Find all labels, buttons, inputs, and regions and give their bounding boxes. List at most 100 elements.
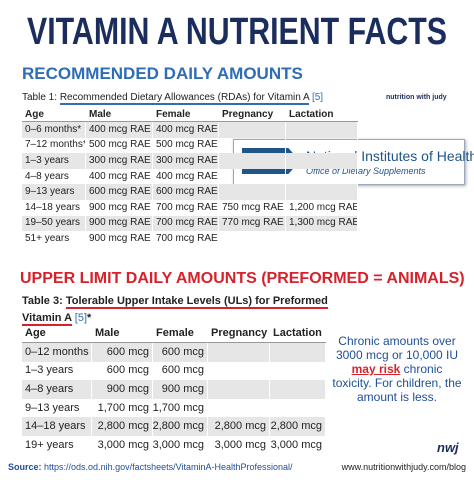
title-svg: VITAMIN A NUTRIENT FACTS xyxy=(27,11,447,53)
table-cell: 400 mcg RAE xyxy=(153,122,219,138)
table-cell xyxy=(286,153,358,169)
table-cell: 3,000 mcg xyxy=(92,436,153,455)
caption-ref[interactable]: [5] xyxy=(74,312,88,324)
table-cell xyxy=(219,153,286,169)
column-header: Lactation xyxy=(289,108,334,120)
logo: nutrition with judy xyxy=(386,94,447,101)
table-cell: 600 mcg xyxy=(92,343,153,362)
table-cell: 770 mcg RAE xyxy=(219,215,286,232)
header-bg xyxy=(22,107,358,122)
table-cell xyxy=(286,137,358,154)
table-cell xyxy=(286,122,358,138)
table-cell xyxy=(208,343,270,362)
table-cell xyxy=(219,137,286,154)
table-cell: 700 mcg RAE xyxy=(153,231,219,247)
row-label: 1–3 years xyxy=(22,153,86,169)
table-cell xyxy=(270,343,326,362)
table-cell: 900 mcg RAE xyxy=(86,215,153,232)
table-cell: 400 mcg RAE xyxy=(153,168,219,185)
row-label: 51+ years xyxy=(22,231,86,247)
row-label: 4–8 years xyxy=(22,168,86,185)
table-cell: 750 mcg RAE xyxy=(219,200,286,216)
section-heading: RECOMMENDED DAILY AMOUNTS xyxy=(22,64,303,83)
table-cell: 900 mcg RAE xyxy=(86,231,153,247)
column-header: Lactation xyxy=(273,327,322,339)
row-label: 0–12 months xyxy=(22,343,92,362)
table-cell xyxy=(219,231,286,247)
table-cell: 1,300 mcg RAE xyxy=(286,215,358,232)
callout-text: Chronic amounts over 3000 mcg or 10,000 … xyxy=(335,334,459,362)
table-cell: 600 mcg xyxy=(153,361,208,381)
table-cell: 3,000 mcg xyxy=(153,436,208,455)
table-cell: 900 mcg RAE xyxy=(86,200,153,216)
table-cell xyxy=(208,398,270,418)
row-label: 7–12 months* xyxy=(22,137,86,154)
source: Source: https://ods.od.nih.gov/factsheet… xyxy=(8,462,293,472)
column-header: Age xyxy=(25,108,44,120)
table-cell xyxy=(270,398,326,418)
table-cell xyxy=(208,361,270,381)
caption-label: Table 1: xyxy=(22,92,58,103)
table-cell xyxy=(208,380,270,399)
table-cell: 3,000 mcg xyxy=(208,436,270,455)
table-cell: 900 mcg xyxy=(153,380,208,399)
caption-ref[interactable]: [5] xyxy=(311,92,324,103)
table-cell: 700 mcg RAE xyxy=(153,215,219,232)
table-cell: 2,800 mcg xyxy=(92,417,153,436)
table-cell: 400 mcg RAE xyxy=(86,168,153,185)
table-caption: Table 3: Tolerable Upper Intake Levels (… xyxy=(22,293,332,327)
column-header: Female xyxy=(156,327,194,339)
table-caption: Table 1: Recommended Dietary Allowances … xyxy=(22,92,324,105)
table-cell: 400 mcg RAE xyxy=(86,122,153,138)
table-cell: 3,000 mcg xyxy=(270,436,326,455)
table-cell: 600 mcg xyxy=(92,361,153,381)
brand-mark: nwj xyxy=(437,440,459,455)
table-cell: 2,800 mcg xyxy=(153,417,208,436)
row-label: 1–3 years xyxy=(22,361,92,381)
table-cell xyxy=(286,168,358,185)
row-label: 4–8 years xyxy=(22,380,92,399)
header-bg xyxy=(22,324,326,343)
table-cell: 500 mcg RAE xyxy=(153,137,219,154)
table-cell: 1,700 mcg xyxy=(92,398,153,418)
source-url[interactable]: https://ods.od.nih.gov/factsheets/Vitami… xyxy=(44,462,293,472)
callout-text: chronic toxicity. For children, the amou… xyxy=(332,362,462,404)
row-label: 9–13 years xyxy=(22,398,92,418)
column-header: Male xyxy=(89,108,112,120)
table-cell xyxy=(286,184,358,200)
site: www.nutritionwithjudy.com/blog xyxy=(341,462,466,472)
column-header: Male xyxy=(95,327,120,339)
table-cell xyxy=(219,122,286,138)
column-header: Female xyxy=(156,108,191,120)
caption-title: Recommended Dietary Allowances (RDAs) fo… xyxy=(59,92,310,105)
section-heading: UPPER LIMIT DAILY AMOUNTS (PREFORMED = A… xyxy=(20,270,465,287)
row-label: 14–18 years xyxy=(22,200,86,216)
column-header: Age xyxy=(25,327,46,339)
table-cell: 900 mcg xyxy=(92,380,153,399)
nih-office: Office of Dietary Supplements xyxy=(306,166,426,176)
table-cell: 1,700 mcg xyxy=(153,398,208,418)
row-label: 19–50 years xyxy=(22,215,86,232)
table-cell xyxy=(270,361,326,381)
row-label: 0–6 months* xyxy=(22,122,86,138)
table-cell xyxy=(270,380,326,399)
table-cell: 600 mcg xyxy=(153,343,208,362)
table-cell: 2,800 mcg xyxy=(208,417,270,436)
row-label: 19+ years xyxy=(22,436,92,455)
table-cell: 300 mcg RAE xyxy=(86,153,153,169)
table-cell: 600 mcg RAE xyxy=(153,184,219,200)
table-cell: 2,800 mcg xyxy=(270,417,326,436)
column-header: Pregnancy xyxy=(211,327,268,339)
callout: Chronic amounts over 3000 mcg or 10,000 … xyxy=(332,334,462,404)
row-label: 9–13 years xyxy=(22,184,86,200)
table-cell xyxy=(286,231,358,247)
page-title: VITAMIN A NUTRIENT FACTS xyxy=(27,11,447,53)
table-cell: 500 mcg RAE xyxy=(86,137,153,154)
table-cell: 600 mcg RAE xyxy=(86,184,153,200)
caption-label: Table 3: xyxy=(22,295,63,307)
caption-title: Tolerable Upper Intake Levels (ULs) for … xyxy=(22,295,328,326)
table-cell xyxy=(219,168,286,185)
callout-emphasis: may risk xyxy=(351,362,401,376)
table-cell: 300 mcg RAE xyxy=(153,153,219,169)
